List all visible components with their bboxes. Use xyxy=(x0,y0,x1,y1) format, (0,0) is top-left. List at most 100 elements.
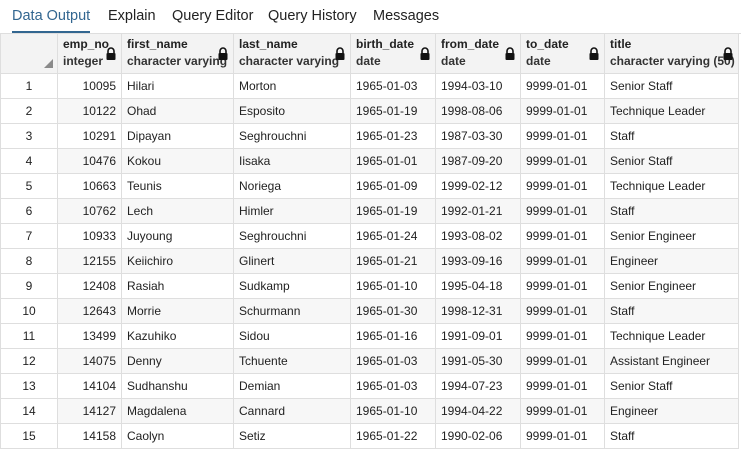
row-number[interactable]: 15 xyxy=(0,423,58,449)
tab-explain[interactable]: Explain xyxy=(108,8,156,24)
first-name-cell[interactable]: Sudhanshu xyxy=(121,373,234,399)
birth-date-cell[interactable]: 1965-01-24 xyxy=(350,223,436,249)
first-name-cell[interactable]: Lech xyxy=(121,198,234,224)
title-cell[interactable]: Assistant Engineer xyxy=(604,348,739,374)
from-date-cell[interactable]: 1994-07-23 xyxy=(435,373,521,399)
first-name-cell[interactable]: Dipayan xyxy=(121,123,234,149)
table-row[interactable]: 6 10762 Lech Himler 1965-01-19 1992-01-21 9999… xyxy=(0,198,739,224)
tab-messages[interactable]: Messages xyxy=(373,8,440,24)
to-date-cell[interactable]: 9999-01-01 xyxy=(520,98,605,124)
first-name-cell[interactable]: Kokou xyxy=(121,148,234,174)
title-cell[interactable]: Technique Leader xyxy=(604,323,739,349)
table-row[interactable]: 12 14075 Denny Tchuente 1965-01-03 1991-05-30… xyxy=(0,348,739,374)
row-number[interactable]: 11 xyxy=(0,323,58,349)
birth-date-cell[interactable]: 1965-01-09 xyxy=(350,173,436,199)
first-name-cell[interactable]: Magdalena xyxy=(121,398,234,424)
from-date-cell[interactable]: 1994-04-22 xyxy=(435,398,521,424)
to-date-cell[interactable]: 9999-01-01 xyxy=(520,423,605,449)
birth-date-cell[interactable]: 1965-01-03 xyxy=(350,373,436,399)
title-cell[interactable]: Staff xyxy=(604,298,739,324)
last-name-cell[interactable]: Morton xyxy=(233,73,351,99)
emp-no-cell[interactable]: 12643 xyxy=(57,298,122,324)
tab-query-editor[interactable]: Query Editor xyxy=(172,8,254,24)
from-date-cell[interactable]: 1991-09-01 xyxy=(435,323,521,349)
to-date-cell[interactable]: 9999-01-01 xyxy=(520,398,605,424)
last-name-cell[interactable]: Schurmann xyxy=(233,298,351,324)
last-name-cell[interactable]: Esposito xyxy=(233,98,351,124)
table-row[interactable]: 14 14127 Magdalena Cannard 1965-01-10 1994-04… xyxy=(0,398,739,424)
birth-date-cell[interactable]: 1965-01-10 xyxy=(350,398,436,424)
title-cell[interactable]: Senior Staff xyxy=(604,73,739,99)
row-number[interactable]: 10 xyxy=(0,298,58,324)
table-row[interactable]: 2 10122 Ohad Esposito 1965-01-19 1998-08-06 99… xyxy=(0,98,739,124)
row-number[interactable]: 13 xyxy=(0,373,58,399)
from-date-cell[interactable]: 1998-12-31 xyxy=(435,298,521,324)
column-header-birth-date[interactable]: birth_date date xyxy=(350,33,436,74)
emp-no-cell[interactable]: 10762 xyxy=(57,198,122,224)
emp-no-cell[interactable]: 10291 xyxy=(57,123,122,149)
last-name-cell[interactable]: Setiz xyxy=(233,423,351,449)
last-name-cell[interactable]: Cannard xyxy=(233,398,351,424)
first-name-cell[interactable]: Hilari xyxy=(121,73,234,99)
title-cell[interactable]: Staff xyxy=(604,423,739,449)
from-date-cell[interactable]: 1991-05-30 xyxy=(435,348,521,374)
title-cell[interactable]: Senior Engineer xyxy=(604,223,739,249)
birth-date-cell[interactable]: 1965-01-01 xyxy=(350,148,436,174)
from-date-cell[interactable]: 1998-08-06 xyxy=(435,98,521,124)
to-date-cell[interactable]: 9999-01-01 xyxy=(520,373,605,399)
emp-no-cell[interactable]: 10122 xyxy=(57,98,122,124)
last-name-cell[interactable]: Glinert xyxy=(233,248,351,274)
from-date-cell[interactable]: 1992-01-21 xyxy=(435,198,521,224)
table-row[interactable]: 3 10291 Dipayan Seghrouchni 1965-01-23 1987-0… xyxy=(0,123,739,149)
birth-date-cell[interactable]: 1965-01-16 xyxy=(350,323,436,349)
to-date-cell[interactable]: 9999-01-01 xyxy=(520,123,605,149)
first-name-cell[interactable]: Juyoung xyxy=(121,223,234,249)
to-date-cell[interactable]: 9999-01-01 xyxy=(520,248,605,274)
last-name-cell[interactable]: Seghrouchni xyxy=(233,223,351,249)
emp-no-cell[interactable]: 10476 xyxy=(57,148,122,174)
to-date-cell[interactable]: 9999-01-01 xyxy=(520,273,605,299)
last-name-cell[interactable]: Tchuente xyxy=(233,348,351,374)
row-number[interactable]: 6 xyxy=(0,198,58,224)
row-number[interactable]: 1 xyxy=(0,73,58,99)
from-date-cell[interactable]: 1993-08-02 xyxy=(435,223,521,249)
emp-no-cell[interactable]: 14104 xyxy=(57,373,122,399)
table-row[interactable]: 10 12643 Morrie Schurmann 1965-01-30 1998-12-… xyxy=(0,298,739,324)
table-row[interactable]: 5 10663 Teunis Noriega 1965-01-09 1999-02-12 9… xyxy=(0,173,739,199)
title-cell[interactable]: Engineer xyxy=(604,398,739,424)
title-cell[interactable]: Staff xyxy=(604,198,739,224)
last-name-cell[interactable]: Iisaka xyxy=(233,148,351,174)
to-date-cell[interactable]: 9999-01-01 xyxy=(520,298,605,324)
from-date-cell[interactable]: 1995-04-18 xyxy=(435,273,521,299)
from-date-cell[interactable]: 1994-03-10 xyxy=(435,73,521,99)
row-number[interactable]: 8 xyxy=(0,248,58,274)
from-date-cell[interactable]: 1987-03-30 xyxy=(435,123,521,149)
from-date-cell[interactable]: 1993-09-16 xyxy=(435,248,521,274)
table-row[interactable]: 13 14104 Sudhanshu Demian 1965-01-03 1994-07-… xyxy=(0,373,739,399)
row-number[interactable]: 3 xyxy=(0,123,58,149)
table-row[interactable]: 1 10095 Hilari Morton 1965-01-03 1994-03-10 99… xyxy=(0,73,739,99)
first-name-cell[interactable]: Rasiah xyxy=(121,273,234,299)
title-cell[interactable]: Staff xyxy=(604,123,739,149)
emp-no-cell[interactable]: 10933 xyxy=(57,223,122,249)
table-row[interactable]: 15 14158 Caolyn Setiz 1965-01-22 1990-02-06 99… xyxy=(0,423,739,449)
birth-date-cell[interactable]: 1965-01-19 xyxy=(350,98,436,124)
table-row[interactable]: 7 10933 Juyoung Seghrouchni 1965-01-24 1993-0… xyxy=(0,223,739,249)
to-date-cell[interactable]: 9999-01-01 xyxy=(520,223,605,249)
birth-date-cell[interactable]: 1965-01-10 xyxy=(350,273,436,299)
from-date-cell[interactable]: 1999-02-12 xyxy=(435,173,521,199)
birth-date-cell[interactable]: 1965-01-19 xyxy=(350,198,436,224)
last-name-cell[interactable]: Noriega xyxy=(233,173,351,199)
title-cell[interactable]: Senior Engineer xyxy=(604,273,739,299)
column-header-to-date[interactable]: to_date date xyxy=(520,33,605,74)
first-name-cell[interactable]: Teunis xyxy=(121,173,234,199)
emp-no-cell[interactable]: 14075 xyxy=(57,348,122,374)
column-header-emp-no[interactable]: emp_no integer xyxy=(57,33,122,74)
table-row[interactable]: 8 12155 Keiichiro Glinert 1965-01-21 1993-09-… xyxy=(0,248,739,274)
to-date-cell[interactable]: 9999-01-01 xyxy=(520,198,605,224)
column-header-from-date[interactable]: from_date date xyxy=(435,33,521,74)
column-header-last-name[interactable]: last_name character varying xyxy=(233,33,351,74)
to-date-cell[interactable]: 9999-01-01 xyxy=(520,148,605,174)
first-name-cell[interactable]: Denny xyxy=(121,348,234,374)
first-name-cell[interactable]: Ohad xyxy=(121,98,234,124)
